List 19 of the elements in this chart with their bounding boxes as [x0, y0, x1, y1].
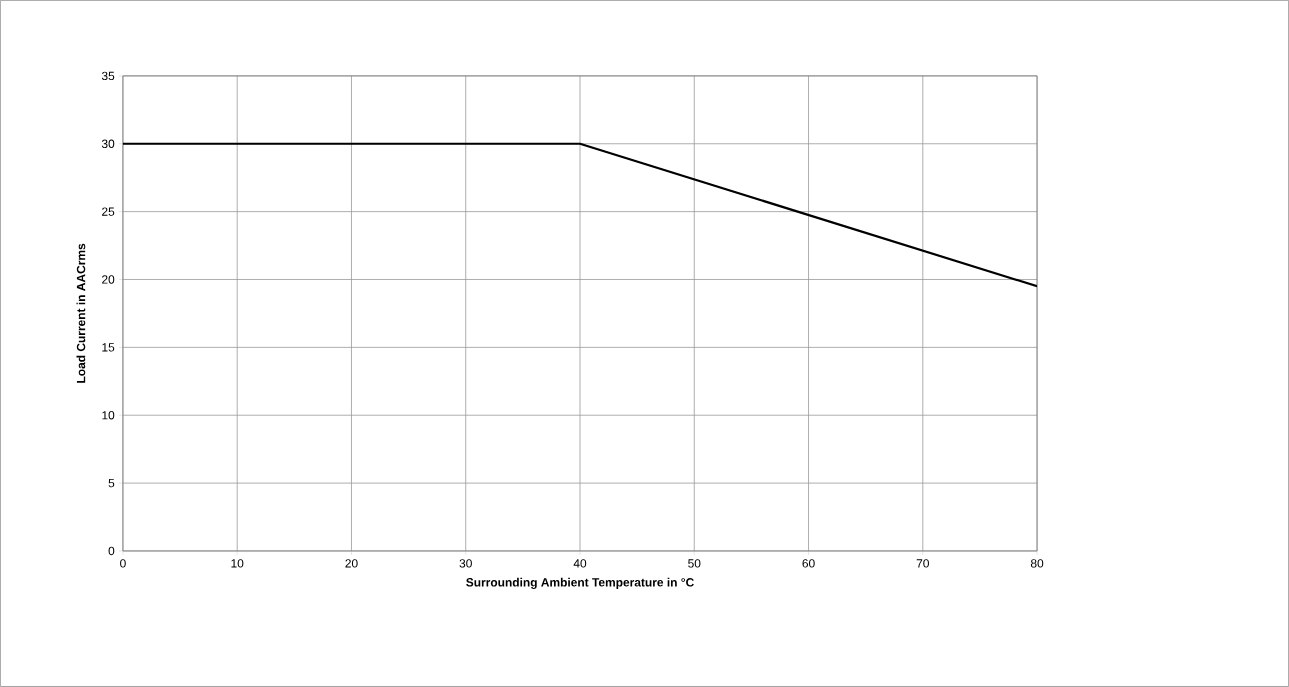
x-tick-label: 70: [916, 559, 929, 568]
y-tick-label: 35: [101, 71, 115, 81]
x-axis-title: Surrounding Ambient Temperature in °C: [466, 577, 694, 590]
y-axis-title: Load Current in AACrms: [76, 243, 86, 383]
y-tick-label: 20: [102, 275, 115, 284]
y-tick-label: 25: [102, 207, 115, 216]
y-tick-label: 5: [108, 478, 115, 488]
x-tick-label: 80: [1030, 559, 1044, 568]
x-tick-label: 30: [459, 559, 472, 568]
x-tick-label: 40: [573, 559, 587, 568]
y-tick-label: 10: [102, 411, 115, 420]
y-tick-label: 15: [102, 343, 115, 352]
x-tick-label: 60: [802, 559, 815, 568]
x-tick-label: 0: [120, 559, 126, 568]
y-tick-label: 0: [108, 546, 115, 556]
y-tick-label: 30: [101, 139, 115, 149]
x-tick-label: 20: [345, 559, 358, 568]
x-tick-label: 10: [231, 559, 244, 568]
x-tick-label: 50: [688, 559, 701, 568]
